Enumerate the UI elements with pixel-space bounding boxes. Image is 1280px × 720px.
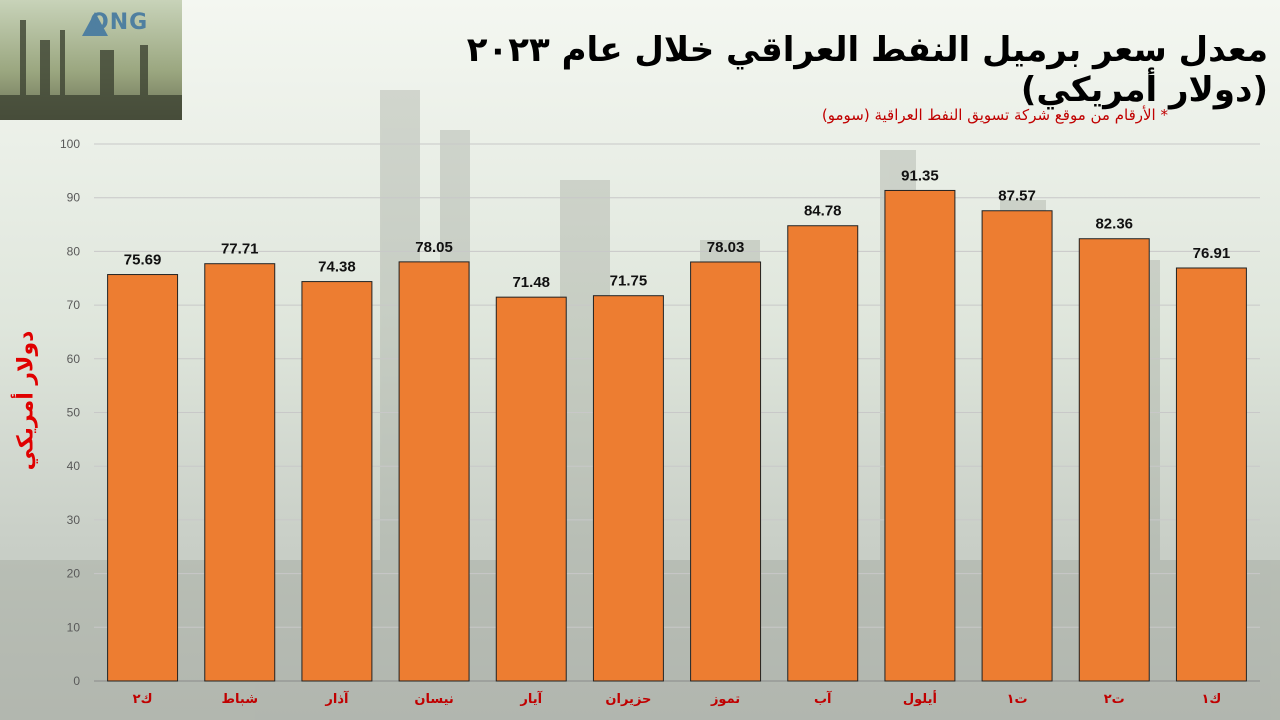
bar bbox=[592, 295, 664, 682]
bar bbox=[107, 274, 179, 682]
y-tick-label: 100 bbox=[60, 137, 80, 151]
data-label: 82.36 bbox=[1095, 216, 1133, 233]
data-label: 74.38 bbox=[318, 259, 356, 276]
x-tick-label: آيار bbox=[519, 690, 542, 707]
source-note: * الأرقام من موقع شركة تسويق النفط العرا… bbox=[821, 106, 1168, 124]
x-tick-label: أيلول bbox=[903, 690, 937, 707]
bar bbox=[398, 261, 470, 682]
y-tick-label: 50 bbox=[67, 406, 81, 420]
data-label: 91.35 bbox=[901, 167, 939, 184]
y-tick-label: 10 bbox=[67, 620, 81, 634]
bar bbox=[204, 263, 276, 682]
x-tick-label: حزيران bbox=[605, 692, 651, 707]
y-tick-label: 80 bbox=[67, 244, 81, 258]
bar bbox=[690, 261, 762, 682]
x-tick-label: ك٢ bbox=[133, 692, 153, 707]
y-tick-label: 30 bbox=[67, 513, 81, 527]
bar bbox=[884, 189, 956, 682]
bar bbox=[301, 281, 373, 682]
page-title: معدل سعر برميل النفط العراقي خلال عام ٢٠… bbox=[466, 30, 1268, 110]
refinery-thumbnail bbox=[0, 12, 182, 120]
x-tick-label: نيسان bbox=[414, 692, 453, 707]
y-tick-label: 70 bbox=[67, 298, 81, 312]
x-tick-label: ت١ bbox=[1007, 692, 1028, 707]
x-tick-label: آب bbox=[814, 690, 832, 707]
y-tick-label: 60 bbox=[67, 352, 81, 366]
data-label: 87.57 bbox=[998, 188, 1036, 205]
logo-mark-icon bbox=[82, 12, 108, 36]
data-label: 78.05 bbox=[415, 239, 453, 256]
data-label: 71.75 bbox=[610, 273, 648, 290]
x-tick-label: ت٢ bbox=[1104, 692, 1125, 707]
data-label: 76.91 bbox=[1193, 245, 1231, 262]
x-tick-label: تموز bbox=[710, 692, 740, 707]
x-tick-label: آذار bbox=[324, 690, 349, 707]
data-label: 84.78 bbox=[804, 203, 842, 220]
x-tick-label: ك١ bbox=[1201, 692, 1221, 707]
data-label: 78.03 bbox=[707, 239, 745, 256]
y-tick-label: 40 bbox=[67, 459, 81, 473]
y-tick-label: 20 bbox=[67, 567, 81, 581]
data-label: 75.69 bbox=[124, 252, 162, 269]
bar bbox=[981, 210, 1053, 682]
logo-image: ONG bbox=[0, 0, 182, 120]
bar bbox=[1078, 238, 1150, 682]
bar bbox=[495, 296, 567, 682]
data-label: 77.71 bbox=[221, 241, 259, 258]
y-tick-label: 0 bbox=[73, 674, 80, 688]
y-tick-label: 90 bbox=[67, 191, 81, 205]
x-tick-label: شباط bbox=[222, 692, 258, 707]
bar bbox=[1175, 267, 1247, 682]
bar bbox=[787, 225, 859, 682]
logo-text: ONG bbox=[90, 10, 149, 35]
data-label: 71.48 bbox=[512, 274, 550, 291]
